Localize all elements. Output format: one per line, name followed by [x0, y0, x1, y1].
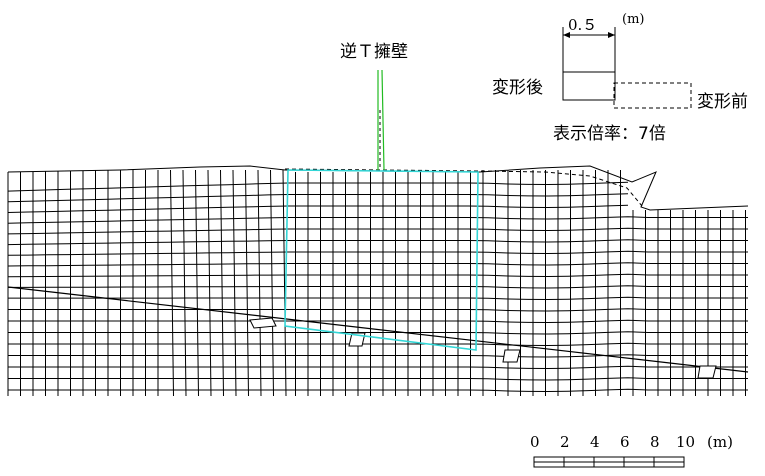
magnification-label: 表示倍率：7倍 [553, 124, 666, 144]
mesh-horizontal-line [7, 227, 748, 235]
ref-arrowhead-left [563, 32, 570, 38]
mesh-horizontal-line [7, 204, 629, 213]
mesh-vertical-line [182, 169, 187, 397]
mesh-vertical-line [232, 169, 237, 397]
mesh-horizontal-line [8, 308, 748, 312]
mesh-horizontal-line [7, 262, 748, 267]
scale-bar-tick-label: 8 [650, 433, 660, 451]
mesh-vertical-line [245, 169, 249, 397]
ref-length-label: 0.５ [568, 16, 597, 34]
finite-element-mesh [7, 169, 748, 397]
legend-before-label: 変形前 [697, 92, 748, 112]
scale-bar-tick-label: 2 [560, 433, 570, 451]
mesh-horizontal-line [8, 296, 748, 301]
legend-after-box [562, 71, 616, 101]
wall-label: 逆Ｔ擁壁 [340, 42, 408, 62]
mesh-horizontal-line [8, 354, 748, 358]
mesh-vertical-line [282, 169, 287, 397]
scale-bar-tick-label: 0 [530, 433, 540, 451]
mesh-vertical-line [207, 169, 212, 397]
scale-bar-divisions [533, 457, 685, 467]
mesh-vertical-line [170, 169, 174, 397]
mesh-horizontal-line [8, 377, 748, 381]
mesh-horizontal-line [7, 193, 629, 203]
mesh-vertical-line [257, 169, 262, 397]
mesh-horizontal-line [7, 273, 748, 278]
legend: 変形後 変形前 0.５ (m) 表示倍率：7倍 [492, 12, 748, 144]
legend-after-label: 変形後 [492, 78, 543, 98]
retaining-wall-outline [284, 169, 479, 351]
retaining-wall-stem [377, 69, 385, 171]
scale-bar-tick-label: 6 [620, 433, 630, 451]
mesh-horizontal-line [7, 181, 629, 192]
mesh-horizontal-line [8, 285, 748, 289]
mesh-horizontal-line [8, 342, 748, 347]
scale-bar-tick-label: 10 [676, 433, 695, 451]
mesh-vertical-line [270, 169, 274, 397]
mesh-horizontal-line [7, 250, 748, 256]
ground-surface-deformed [7, 165, 749, 211]
mesh-vertical-line [195, 169, 199, 397]
scale-bar-unit: (m) [707, 433, 733, 451]
mesh-horizontal-line [8, 388, 748, 393]
mesh-horizontal-line [8, 365, 748, 370]
mesh-horizontal-line [8, 319, 748, 324]
ref-unit-label: (m) [622, 12, 644, 27]
mesh-horizontal-line [7, 216, 748, 224]
ground-surface-undeformed [284, 168, 643, 207]
mesh-horizontal-line [7, 239, 748, 246]
mesh-horizontal-line [8, 331, 748, 335]
scale-bar: 0 2 4 6 8 10 (m) [530, 433, 733, 468]
legend-before-box [613, 82, 692, 109]
ref-arrowhead-right [608, 32, 615, 38]
scale-bar-tick-label: 4 [590, 433, 600, 451]
bedrock-boundary [7, 286, 749, 373]
scale-bar-tick-labels: 0 2 4 6 8 10 [530, 433, 695, 451]
mesh-vertical-line [220, 169, 224, 397]
